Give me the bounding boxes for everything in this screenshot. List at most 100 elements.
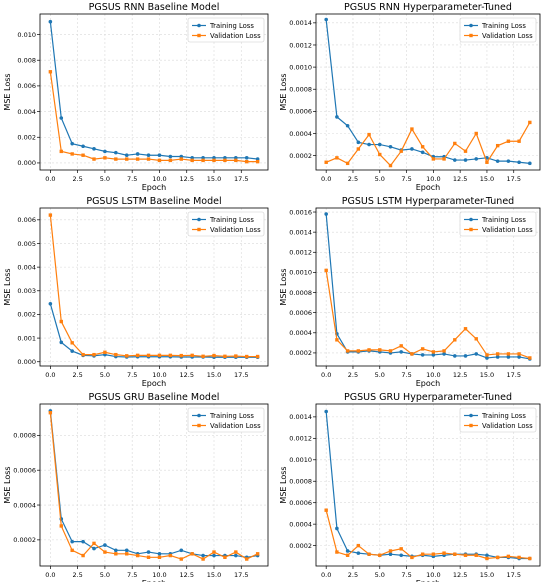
data-point-validation: [378, 152, 382, 157]
legend-marker: [197, 217, 201, 222]
data-point-validation: [92, 352, 96, 357]
y-tick-label: 0.0006: [13, 466, 36, 474]
data-point-validation: [190, 158, 194, 163]
data-point-validation: [345, 553, 350, 557]
x-tick-label: 2.5: [72, 571, 82, 579]
data-point-validation: [453, 338, 457, 342]
data-point-validation: [168, 353, 173, 358]
x-tick-label: 5.0: [375, 175, 385, 183]
data-point-training: [356, 551, 361, 555]
data-point-validation: [190, 353, 194, 358]
x-tick-label: 10.0: [152, 371, 166, 379]
legend-label: Training Loss: [481, 412, 526, 420]
data-point-validation: [463, 149, 468, 153]
y-tick-label: 0.0004: [289, 520, 312, 528]
data-point-validation: [463, 327, 468, 331]
data-point-training: [103, 149, 107, 154]
data-point-validation: [125, 552, 129, 556]
y-tick-label: 0.0010: [289, 269, 312, 277]
series-line-validation: [49, 215, 258, 358]
data-point-validation: [114, 157, 118, 161]
legend-marker: [197, 423, 201, 428]
data-point-training: [517, 355, 521, 359]
x-tick-label: 17.5: [506, 175, 520, 183]
data-point-validation: [81, 153, 85, 157]
data-point-validation: [356, 147, 361, 151]
legend-marker: [469, 227, 473, 232]
data-point-validation: [114, 552, 118, 556]
series-line-validation: [325, 510, 530, 560]
x-tick-label: 5.0: [375, 571, 385, 579]
x-axis-label: Epoch: [142, 183, 167, 192]
data-point-validation: [367, 132, 371, 137]
plot-frame: [315, 403, 541, 567]
legend-marker: [469, 23, 473, 28]
data-point-training: [474, 352, 479, 356]
data-point-training: [324, 212, 328, 216]
data-point-validation: [485, 556, 489, 561]
chart-panel-6: 0.0 2.5 5.0 7.5 10.0 12.5 15.0 17.5 0.0002 0.0004…: [279, 392, 541, 582]
x-tick-label: 7.5: [127, 571, 137, 579]
y-tick-label: 0.0012: [289, 249, 312, 257]
data-point-validation: [48, 213, 53, 217]
data-point-validation: [442, 157, 446, 161]
y-tick-label: 0.0014: [289, 19, 312, 27]
data-point-validation: [388, 163, 393, 168]
y-tick-label: 0.0008: [289, 289, 312, 297]
data-point-training: [48, 301, 53, 306]
data-point-validation: [378, 348, 382, 352]
x-axis-label: Epoch: [416, 579, 441, 582]
data-point-training: [442, 352, 446, 356]
data-point-training: [399, 553, 404, 558]
data-point-validation: [431, 350, 436, 354]
data-point-validation: [485, 160, 489, 164]
y-tick-label: 0.010: [17, 31, 36, 39]
y-tick-label: 0.0004: [289, 329, 312, 337]
data-point-training: [410, 147, 414, 151]
legend-label: Validation Loss: [482, 226, 533, 234]
legend-box: [187, 407, 265, 433]
data-point-training: [103, 543, 107, 547]
data-point-validation: [179, 557, 183, 561]
legend-label: Training Loss: [209, 22, 254, 30]
data-point-validation: [157, 353, 162, 358]
x-tick-label: 10.0: [152, 571, 166, 579]
x-tick-label: 0.0: [321, 175, 331, 183]
data-point-validation: [114, 352, 118, 357]
data-point-validation: [517, 139, 521, 143]
x-tick-label: 7.5: [127, 175, 137, 183]
x-axis-label: Epoch: [416, 183, 441, 192]
data-point-training: [70, 141, 74, 146]
series-line-validation: [49, 412, 258, 560]
data-point-validation: [324, 268, 328, 273]
y-tick-label: 0.0008: [289, 86, 312, 94]
data-point-training: [495, 355, 500, 359]
data-point-validation: [135, 553, 140, 558]
y-axis-label: MSE Loss: [279, 73, 288, 110]
data-point-validation: [103, 156, 107, 160]
data-point-validation: [410, 127, 414, 131]
chart-title: PGSUS GRU Baseline Model: [89, 392, 220, 403]
data-point-validation: [234, 550, 238, 554]
data-point-validation: [495, 143, 500, 148]
legend: Training Loss Validation Loss: [459, 17, 537, 43]
data-point-validation: [335, 550, 339, 554]
data-point-validation: [399, 149, 403, 153]
series-line-validation: [325, 270, 531, 359]
data-point-validation: [528, 356, 532, 360]
data-point-training: [124, 153, 129, 158]
data-point-training: [485, 553, 489, 558]
data-point-validation: [431, 552, 436, 556]
y-tick-label: 0.0002: [289, 152, 312, 160]
data-point-validation: [463, 553, 468, 557]
legend-marker: [469, 413, 473, 418]
y-tick-label: 0.001: [17, 334, 36, 342]
x-tick-label: 2.5: [348, 571, 358, 579]
data-point-training: [474, 157, 479, 161]
legend-box: [459, 17, 537, 43]
legend-box: [459, 211, 537, 237]
x-tick-label: 17.5: [234, 571, 248, 579]
x-tick-label: 2.5: [72, 371, 82, 379]
legend-marker: [469, 217, 473, 222]
y-axis-label: MSE Loss: [279, 466, 288, 503]
